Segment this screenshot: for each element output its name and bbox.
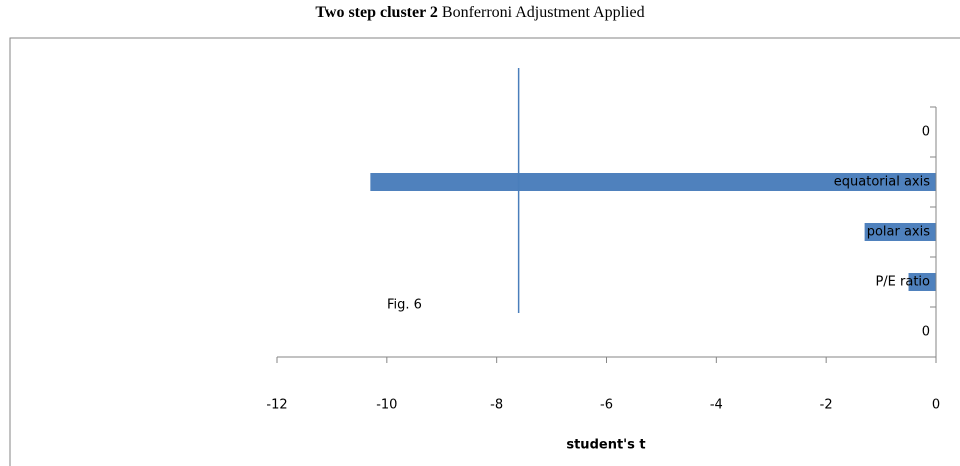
y-tick-label: 0 (922, 125, 930, 140)
y-tick-label: 0 (922, 325, 930, 340)
chart-title: Two step cluster 2 Bonferroni Adjustment… (315, 4, 644, 21)
x-axis-label: student's t (566, 438, 645, 453)
x-tick-label: -12 (266, 398, 287, 413)
y-tick-label: P/E ratio (875, 275, 930, 290)
bar (370, 173, 936, 191)
bar (864, 223, 936, 241)
chart-frame (9, 37, 960, 466)
bar (908, 273, 936, 291)
y-tick-label: polar axis (867, 225, 931, 240)
annotation: Fig. 6 (387, 298, 422, 313)
title-rest: Bonferroni Adjustment Applied (442, 4, 645, 21)
x-tick-label: -2 (820, 398, 833, 413)
x-tick-label: -10 (376, 398, 397, 413)
title-bold: Two step cluster 2 (315, 4, 438, 21)
x-tick-label: -4 (710, 398, 723, 413)
x-tick-label: -6 (600, 398, 613, 413)
y-tick-label: equatorial axis (834, 175, 930, 190)
x-tick-label: -8 (490, 398, 503, 413)
x-tick-label: 0 (932, 398, 940, 413)
